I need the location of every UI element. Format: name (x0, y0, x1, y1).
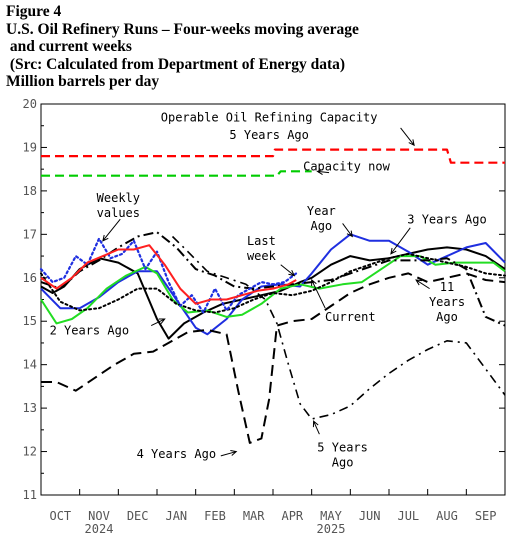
annotation-last-week: Last week (247, 234, 277, 263)
y-tick-label-20: 20 (23, 97, 37, 111)
axes: 11 12 13 14 15 16 17 18 19 20 OCT NOV DEC JAN FEB MAR AP… (23, 97, 505, 536)
y-tick-label-19: 19 (23, 140, 37, 154)
x-month-label-may: MAY (320, 509, 342, 523)
chart-source-line: (Src: Calculated from Department of Ener… (6, 55, 346, 73)
x-year-label-2025: 2025 (317, 522, 346, 536)
y-tick-label-16: 16 (23, 271, 37, 285)
x-month-label-sep: SEP (475, 509, 497, 523)
arrow-capacity-now (316, 168, 330, 175)
annotation-labels: Operable Oil Refining Capacity 5 Years Ag… (50, 110, 487, 469)
x-month-label-feb: FEB (204, 509, 226, 523)
x-month-label-jun: JUN (359, 509, 381, 523)
series-line-weekly-values (39, 237, 298, 314)
series-line-capacity-now (41, 170, 312, 177)
annotation-current: Current (325, 310, 376, 324)
x-year-label-2024: 2024 (85, 522, 114, 536)
arrow-five-years (312, 420, 320, 435)
annotation-arrows (102, 127, 430, 457)
annotation-2-years-ago: 2 Years Ago (50, 323, 129, 337)
x-month-label-nov: NOV (88, 509, 110, 523)
figure-label: Figure 4 (6, 3, 62, 20)
x-month-label-apr: APR (281, 509, 303, 523)
arrow-year-ago (342, 223, 353, 238)
y-tick-label-18: 18 (23, 184, 37, 198)
chart-title-block: Figure 4 U.S. Oil Refinery Runs – Four-w… (6, 3, 506, 91)
series-line-11-years-ago (40, 231, 506, 327)
arrow-weekly (102, 218, 121, 242)
arrow-two-years (150, 318, 166, 327)
x-month-label-jul: JUL (397, 509, 419, 523)
series-line-four-week-average-red (40, 244, 297, 305)
chart-title-line-2: and current weeks (6, 38, 132, 55)
arrow-current (311, 278, 326, 309)
arrow-three-years (390, 227, 411, 255)
y-tick-label-12: 12 (23, 445, 37, 459)
annotation-capacity-now: Capacity now (303, 159, 390, 173)
series-line-5-years-ago (171, 235, 506, 420)
x-month-label-dec: DEC (127, 509, 149, 523)
x-month-label-oct: OCT (49, 509, 71, 523)
y-tick-label-13: 13 (23, 401, 37, 415)
arrow-capacity-5y (400, 127, 415, 147)
series-line-4-years-ago (41, 272, 506, 444)
x-month-label-mar: MAR (243, 509, 265, 523)
series-line-3-years-ago (40, 252, 506, 314)
arrow-four-years (220, 450, 238, 457)
y-tick-label-17: 17 (23, 227, 37, 241)
y-tick-label-15: 15 (23, 314, 37, 328)
annotation-5-years-ago: 5 Years Ago (317, 441, 368, 470)
annotation-3-years-ago: 3 Years Ago (407, 212, 486, 226)
annotation-4-years-ago: 4 Years Ago (137, 447, 216, 461)
arrow-eleven-years (415, 279, 430, 290)
series-line-2-years-ago (40, 255, 506, 325)
chart-units-label: Million barrels per day (6, 73, 160, 90)
series-lines (39, 148, 506, 444)
series-line-current (40, 246, 506, 340)
series-line-year-ago (40, 233, 506, 336)
annotation-11-years-ago: 11 Years Ago (429, 280, 465, 324)
annotation-year-ago: Year Ago (307, 204, 336, 233)
series-line-operable-oil-refining-capacity-5-years-ago (41, 148, 505, 164)
x-month-label-jan: JAN (165, 509, 187, 523)
arrow-last-week (280, 264, 296, 277)
annotation-weekly-values: Weekly values (97, 191, 140, 220)
y-tick-label-11: 11 (23, 488, 37, 502)
annotation-operable-oil-refining-capacity: Operable Oil Refining Capacity (161, 110, 378, 124)
chart-title-line-1: U.S. Oil Refinery Runs – Four-weeks movi… (6, 20, 359, 38)
annotation-5-years-ago: 5 Years Ago (229, 128, 308, 142)
x-month-label-aug: AUG (436, 509, 458, 523)
y-tick-label-14: 14 (23, 358, 37, 372)
